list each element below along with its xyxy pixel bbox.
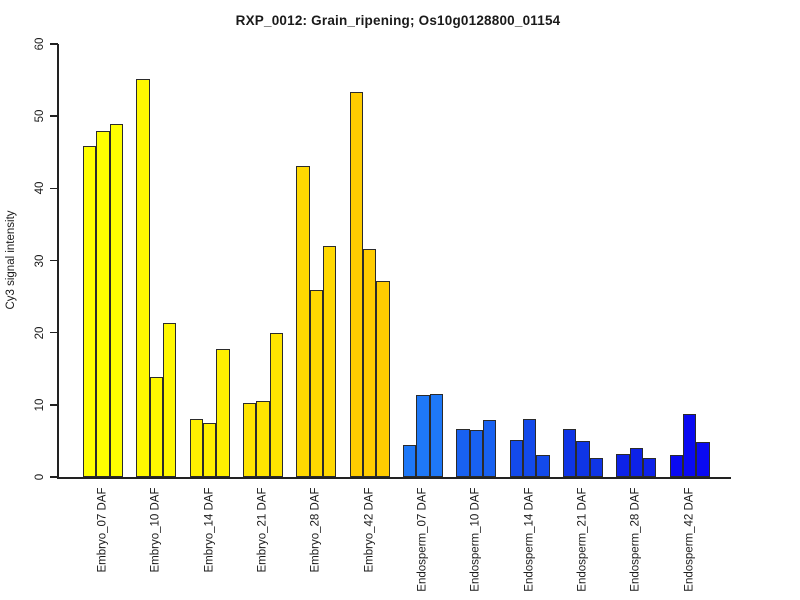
- bar-embryo_28-daf-rep2: [309, 290, 323, 477]
- bar-endosperm_10-daf-rep1: [456, 428, 470, 477]
- y-axis: [57, 44, 59, 479]
- x-category-label: Endosperm_21 DAF: [576, 487, 589, 592]
- x-category-label: Endosperm_14 DAF: [523, 487, 536, 592]
- bar-endosperm_10-daf-rep2: [469, 430, 483, 477]
- y-tick-label: 40: [34, 181, 46, 195]
- bar-embryo_14-daf-rep2: [202, 422, 217, 477]
- bar-endosperm_14-daf-rep2: [522, 419, 537, 477]
- y-tick: [50, 331, 58, 334]
- x-category-label: Endosperm_07 DAF: [416, 487, 429, 592]
- x-category-label: Embryo_21 DAF: [256, 487, 269, 573]
- bar-endosperm_14-daf-rep1: [509, 440, 523, 477]
- bar-endosperm_10-daf-rep3: [482, 419, 497, 477]
- bar-endosperm_07-daf-rep3: [429, 394, 443, 477]
- y-tick: [50, 43, 58, 45]
- x-category-label: Embryo_28 DAF: [309, 487, 322, 573]
- bar-endosperm_21-daf-rep2: [576, 440, 590, 477]
- y-tick: [50, 259, 58, 262]
- x-category-label: Embryo_42 DAF: [363, 487, 376, 573]
- bar-endosperm_14-daf-rep3: [536, 455, 550, 477]
- bar-endosperm_42-daf-rep1: [669, 454, 683, 477]
- bar-embryo_21-daf-rep3: [269, 333, 283, 477]
- x-category-label: Embryo_10 DAF: [149, 487, 162, 573]
- bar-embryo_10-daf-rep2: [149, 376, 163, 477]
- bar-embryo_42-daf-rep1: [349, 91, 363, 477]
- bar-endosperm_21-daf-rep1: [562, 428, 577, 477]
- bar-embryo_07-daf-rep1: [83, 145, 97, 477]
- x-category-label: Endosperm_10 DAF: [469, 487, 482, 592]
- bar-embryo_28-daf-rep1: [296, 165, 310, 477]
- x-axis: [57, 477, 731, 479]
- x-category-label: Endosperm_42 DAF: [683, 487, 696, 592]
- bar-embryo_42-daf-rep2: [362, 248, 377, 477]
- y-tick-label: 60: [34, 37, 46, 51]
- bar-endosperm_07-daf-rep1: [402, 445, 417, 477]
- x-category-label: Embryo_07 DAF: [96, 487, 109, 573]
- y-tick-label: 50: [34, 109, 46, 123]
- bar-endosperm_28-daf-rep2: [629, 448, 643, 477]
- bar-endosperm_07-daf-rep2: [416, 394, 430, 477]
- bar-embryo_10-daf-rep3: [162, 323, 177, 477]
- bar-embryo_14-daf-rep3: [216, 348, 230, 477]
- y-tick-label: 30: [34, 254, 46, 267]
- bar-endosperm_42-daf-rep3: [696, 441, 710, 477]
- y-tick-label: 10: [34, 398, 46, 412]
- x-category-label: Endosperm_28 DAF: [629, 487, 642, 592]
- y-tick-label: 20: [34, 326, 46, 340]
- y-tick: [50, 115, 58, 117]
- y-axis-title: Cy3 signal intensity: [5, 210, 17, 310]
- bar-endosperm_28-daf-rep1: [616, 453, 630, 477]
- chart-title: RXP_0012: Grain_ripening; Os10g0128800_0…: [235, 13, 561, 28]
- bar-embryo_10-daf-rep1: [136, 78, 150, 477]
- x-category-label: Embryo_14 DAF: [203, 487, 216, 573]
- bar-embryo_07-daf-rep2: [96, 130, 110, 477]
- y-tick-label: 0: [34, 473, 46, 481]
- y-tick: [50, 404, 58, 406]
- bar-embryo_07-daf-rep3: [109, 124, 123, 477]
- bar-embryo_21-daf-rep1: [242, 402, 257, 477]
- bar-embryo_14-daf-rep1: [189, 418, 203, 477]
- bar-endosperm_28-daf-rep3: [642, 458, 657, 477]
- bar-embryo_21-daf-rep2: [256, 401, 270, 477]
- bar-endosperm_21-daf-rep3: [589, 457, 603, 477]
- bar-endosperm_42-daf-rep2: [682, 414, 697, 477]
- y-tick: [50, 187, 58, 190]
- bar-embryo_28-daf-rep3: [322, 246, 337, 477]
- y-tick: [50, 476, 58, 478]
- bar-embryo_42-daf-rep3: [376, 281, 390, 477]
